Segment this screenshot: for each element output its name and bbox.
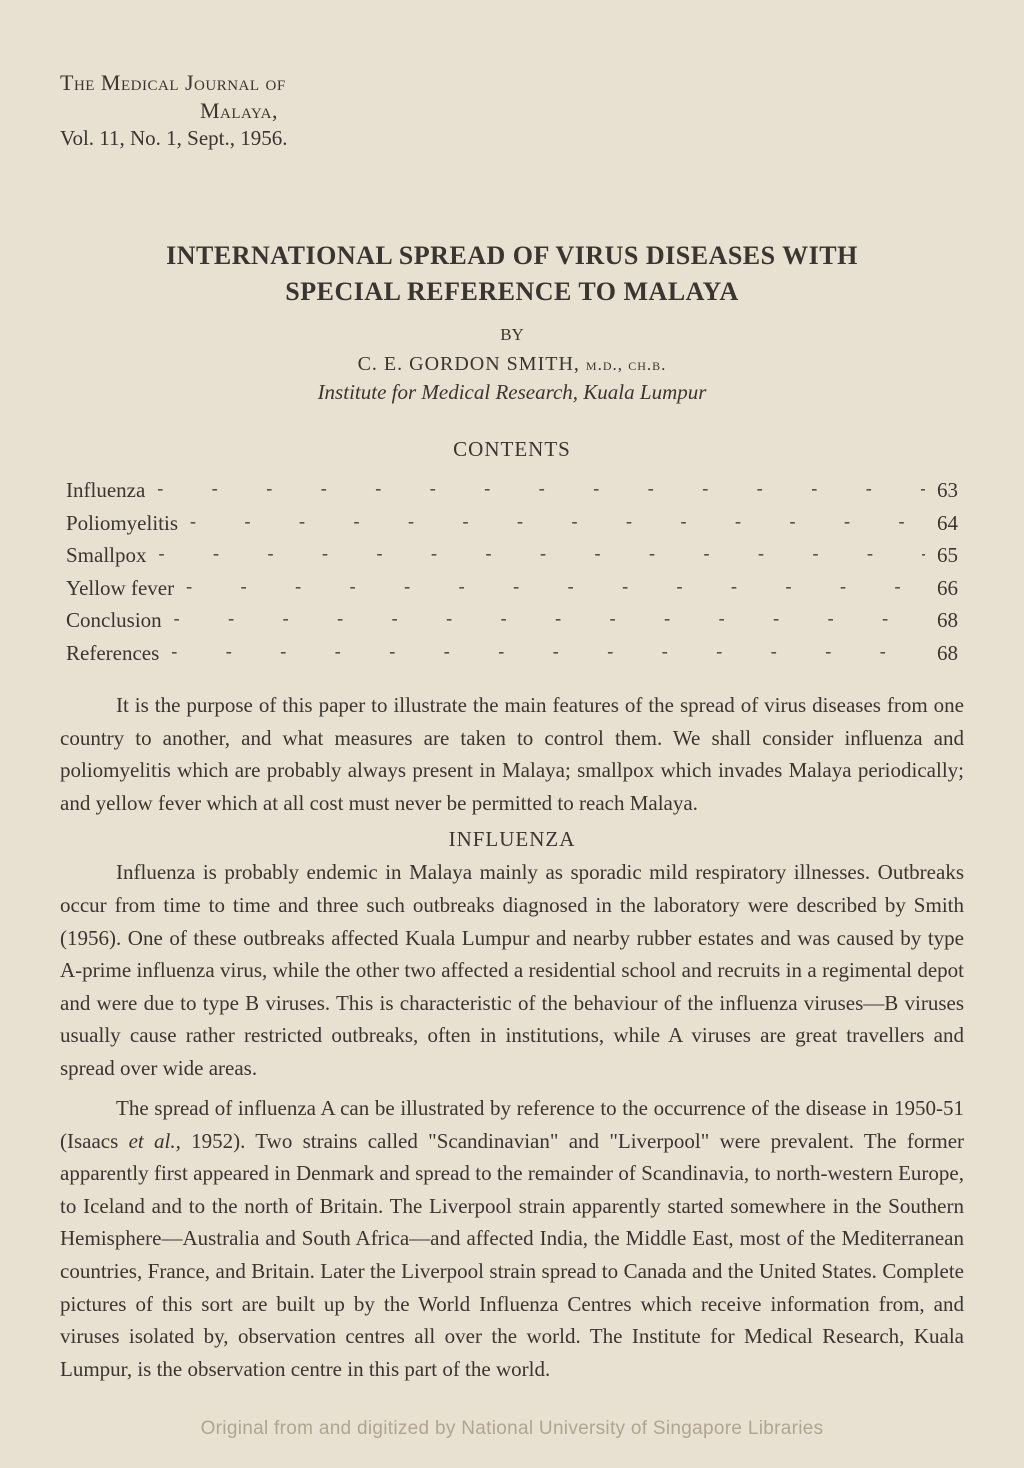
author-credentials: m.d., ch.b. bbox=[586, 355, 667, 374]
contents-label: References bbox=[66, 637, 159, 670]
contents-page: 68 bbox=[937, 604, 958, 637]
by-line: BY bbox=[60, 325, 964, 345]
contents-page: 65 bbox=[937, 539, 958, 572]
article-title-line1: INTERNATIONAL SPREAD OF VIRUS DISEASES W… bbox=[60, 241, 964, 271]
contents-dots: - - - - - - - - - - - - - - - - - - - - bbox=[174, 605, 925, 633]
contents-heading: CONTENTS bbox=[60, 437, 964, 462]
contents-page: 66 bbox=[937, 572, 958, 605]
contents-label: Influenza bbox=[66, 474, 145, 507]
contents-label: Smallpox bbox=[66, 539, 147, 572]
contents-row: Influenza - - - - - - - - - - - - - - - … bbox=[60, 474, 964, 507]
contents-row: Poliomyelitis - - - - - - - - - - - - - … bbox=[60, 507, 964, 540]
author-name: C. E. GORDON SMITH, bbox=[358, 353, 586, 375]
influenza-heading: INFLUENZA bbox=[60, 827, 964, 852]
volume-info: Vol. 11, No. 1, Sept., 1956. bbox=[60, 126, 964, 151]
contents-row: References - - - - - - - - - - - - - - -… bbox=[60, 637, 964, 670]
intro-paragraph: It is the purpose of this paper to illus… bbox=[60, 689, 964, 819]
author-line: C. E. GORDON SMITH, m.d., ch.b. bbox=[60, 353, 964, 376]
influenza-p2: The spread of influenza A can be illustr… bbox=[60, 1092, 964, 1385]
contents-row: Yellow fever - - - - - - - - - - - - - -… bbox=[60, 572, 964, 605]
article-title-line2: SPECIAL REFERENCE TO MALAYA bbox=[60, 277, 964, 307]
contents-page: 64 bbox=[937, 507, 958, 540]
contents-dots: - - - - - - - - - - - - - - - - - - - - bbox=[159, 540, 925, 568]
contents-row: Conclusion - - - - - - - - - - - - - - -… bbox=[60, 604, 964, 637]
contents-label: Yellow fever bbox=[66, 572, 174, 605]
document-page: The Medical Journal of Malaya, Vol. 11, … bbox=[0, 0, 1024, 1433]
contents-page: 63 bbox=[937, 474, 958, 507]
journal-title: The Medical Journal of bbox=[60, 70, 964, 96]
contents-list: Influenza - - - - - - - - - - - - - - - … bbox=[60, 474, 964, 669]
contents-dots: - - - - - - - - - - - - - - - - - - - - bbox=[190, 508, 925, 536]
p2-part2: 1952). Two strains called "Scandinavian"… bbox=[60, 1129, 964, 1381]
p2-italic: et al., bbox=[129, 1129, 181, 1153]
institute: Institute for Medical Research, Kuala Lu… bbox=[60, 380, 964, 405]
watermark: Original from and digitized by National … bbox=[0, 1418, 1024, 1440]
influenza-p1: Influenza is probably endemic in Malaya … bbox=[60, 856, 964, 1084]
contents-row: Smallpox - - - - - - - - - - - - - - - -… bbox=[60, 539, 964, 572]
journal-header: The Medical Journal of Malaya, Vol. 11, … bbox=[60, 70, 964, 151]
contents-label: Conclusion bbox=[66, 604, 162, 637]
contents-dots: - - - - - - - - - - - - - - - - - - - - bbox=[186, 573, 925, 601]
contents-dots: - - - - - - - - - - - - - - - - - - - - bbox=[171, 638, 925, 666]
contents-label: Poliomyelitis bbox=[66, 507, 178, 540]
journal-subtitle: Malaya, bbox=[200, 98, 964, 124]
contents-dots: - - - - - - - - - - - - - - - - - - - - bbox=[157, 475, 925, 503]
contents-page: 68 bbox=[937, 637, 958, 670]
